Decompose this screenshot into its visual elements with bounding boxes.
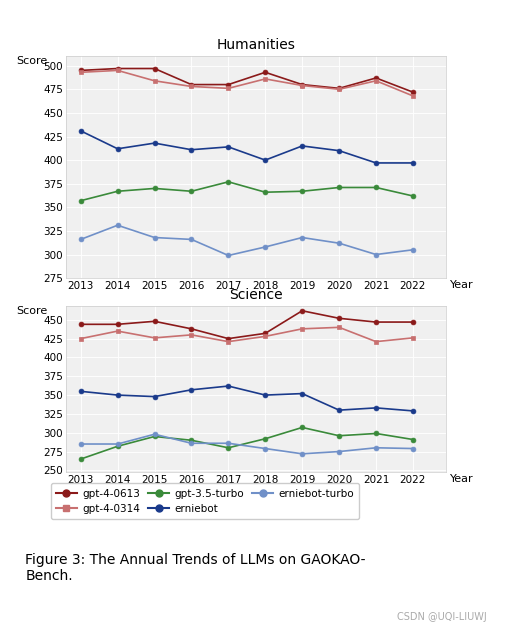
Text: Score: Score	[16, 56, 48, 66]
Title: Science: Science	[229, 288, 283, 302]
Text: Year: Year	[450, 474, 474, 484]
Legend: gpt-4-0613, gpt-4-0314, gpt-3.5-turbo, erniebot, erniebot-turbo: gpt-4-0613, gpt-4-0314, gpt-3.5-turbo, e…	[51, 483, 359, 519]
Text: CSDN @UQI-LIUWJ: CSDN @UQI-LIUWJ	[397, 612, 487, 622]
Text: Figure 3: The Annual Trends of LLMs on GAOKAO-
Bench.: Figure 3: The Annual Trends of LLMs on G…	[25, 553, 366, 583]
Text: Year: Year	[450, 281, 474, 291]
Title: Humanities: Humanities	[216, 38, 296, 52]
Text: Score: Score	[16, 306, 48, 316]
